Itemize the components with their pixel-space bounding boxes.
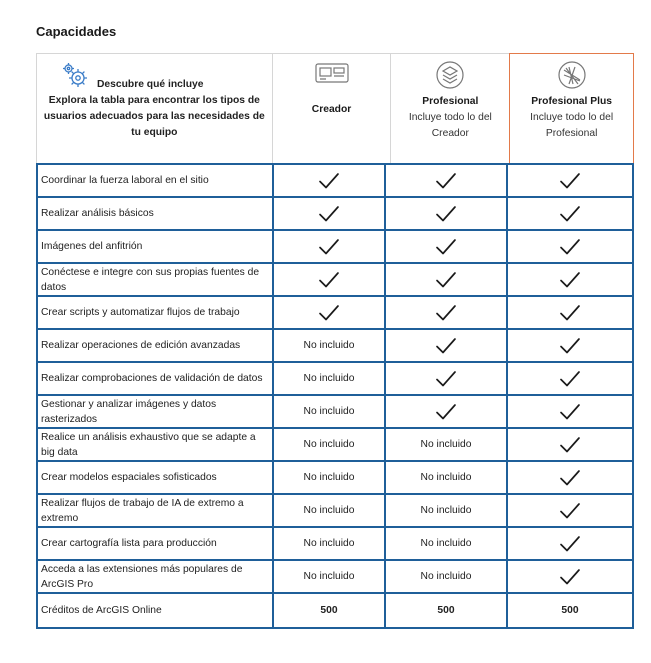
check-icon [274,198,386,231]
feature-label: Crear modelos espaciales sofisticados [38,462,274,495]
value-cell: No incluido [386,462,508,495]
feature-label: Conéctese e integre con sus propias fuen… [38,264,274,297]
feature-label: Acceda a las extensiones más populares d… [38,561,274,594]
value-cell: No incluido [274,429,386,462]
check-icon [386,264,508,297]
value-cell: No incluido [274,462,386,495]
table-row: Crear cartografía lista para producción N… [38,528,632,561]
feature-label: Crear cartografía lista para producción [38,528,274,561]
check-icon [508,396,632,429]
table-row: Realizar comprobaciones de validación de… [38,363,632,396]
check-icon [386,231,508,264]
plan-name-professional: Profesional [422,96,479,107]
table-row: Crear scripts y automatizar flujos de tr… [38,297,632,330]
value-cell: No incluido [274,561,386,594]
header-col-creator: Creador [271,53,391,163]
professional-plus-icon [510,60,633,90]
check-icon [508,264,632,297]
creator-icon [273,60,391,86]
table-row: Crear modelos espaciales sofisticados No … [38,462,632,495]
header-col-professional: Profesional Incluye todo lo del Creador [390,53,510,163]
value-cell: No incluido [274,528,386,561]
header-explore-text: Explora la tabla para encontrar los tipo… [43,95,265,138]
check-icon [508,198,632,231]
check-icon [508,429,632,462]
table-row: Realice un análisis exhaustivo que se ad… [38,429,632,462]
value-cell: No incluido [386,561,508,594]
feature-label: Créditos de ArcGIS Online [38,594,274,627]
feature-label: Realizar flujos de trabajo de IA de extr… [38,495,274,528]
header-intro-cell: Descubre qué incluye Explora la tabla pa… [36,53,272,163]
gears-icon [61,61,91,97]
plan-name-creator: Creador [311,104,352,115]
value-cell: No incluido [386,495,508,528]
check-icon [274,231,386,264]
table-body: Coordinar la fuerza laboral en el sitio R… [36,163,634,629]
check-icon [508,462,632,495]
table-row: Realizar análisis básicos [38,198,632,231]
value-cell: 500 [274,594,386,627]
table-row: Realizar operaciones de edición avanzada… [38,330,632,363]
feature-label: Realizar análisis básicos [38,198,274,231]
table-row: Gestionar y analizar imágenes y datos ra… [38,396,632,429]
page-title: Capacidades [36,24,117,39]
check-icon [386,165,508,198]
check-icon [508,561,632,594]
check-icon [386,198,508,231]
table-header-row: Descubre qué incluye Explora la tabla pa… [36,53,635,163]
check-icon [274,264,386,297]
table-row: Conéctese e integre con sus propias fuen… [38,264,632,297]
table-row: Coordinar la fuerza laboral en el sitio [38,165,632,198]
feature-label: Realizar comprobaciones de validación de… [38,363,274,396]
check-icon [508,330,632,363]
feature-label: Imágenes del anfitrión [38,231,274,264]
check-icon [508,297,632,330]
check-icon [386,297,508,330]
check-icon [386,396,508,429]
value-cell: No incluido [386,429,508,462]
header-discover-text: Descubre qué incluye [97,79,204,90]
check-icon [274,297,386,330]
table-row: Acceda a las extensiones más populares d… [38,561,632,594]
value-cell: No incluido [274,330,386,363]
plan-sub-professional: Incluye todo lo del Creador [408,112,492,139]
check-icon [386,330,508,363]
plan-sub-professional-plus: Incluye todo lo del Profesional [530,112,614,139]
header-col-professional-plus: Profesional Plus Incluye todo lo del Pro… [509,53,635,163]
check-icon [508,495,632,528]
feature-label: Gestionar y analizar imágenes y datos ra… [38,396,274,429]
table-row: Imágenes del anfitrión [38,231,632,264]
check-icon [508,363,632,396]
check-icon [508,528,632,561]
check-icon [274,165,386,198]
feature-label: Realice un análisis exhaustivo que se ad… [38,429,274,462]
value-cell: No incluido [274,363,386,396]
feature-label: Crear scripts y automatizar flujos de tr… [38,297,274,330]
value-cell: No incluido [274,396,386,429]
plan-name-professional-plus: Profesional Plus [531,96,612,107]
value-cell: No incluido [274,495,386,528]
value-cell: 500 [386,594,508,627]
check-icon [508,231,632,264]
check-icon [508,165,632,198]
value-cell: No incluido [386,528,508,561]
feature-label: Realizar operaciones de edición avanzada… [38,330,274,363]
professional-icon [391,60,509,90]
value-cell: 500 [561,605,579,616]
table-row: Realizar flujos de trabajo de IA de extr… [38,495,632,528]
feature-label: Coordinar la fuerza laboral en el sitio [38,165,274,198]
capabilities-table: Descubre qué incluye Explora la tabla pa… [36,53,635,629]
check-icon [386,363,508,396]
table-row: Créditos de ArcGIS Online 500 500 500 [38,594,632,627]
